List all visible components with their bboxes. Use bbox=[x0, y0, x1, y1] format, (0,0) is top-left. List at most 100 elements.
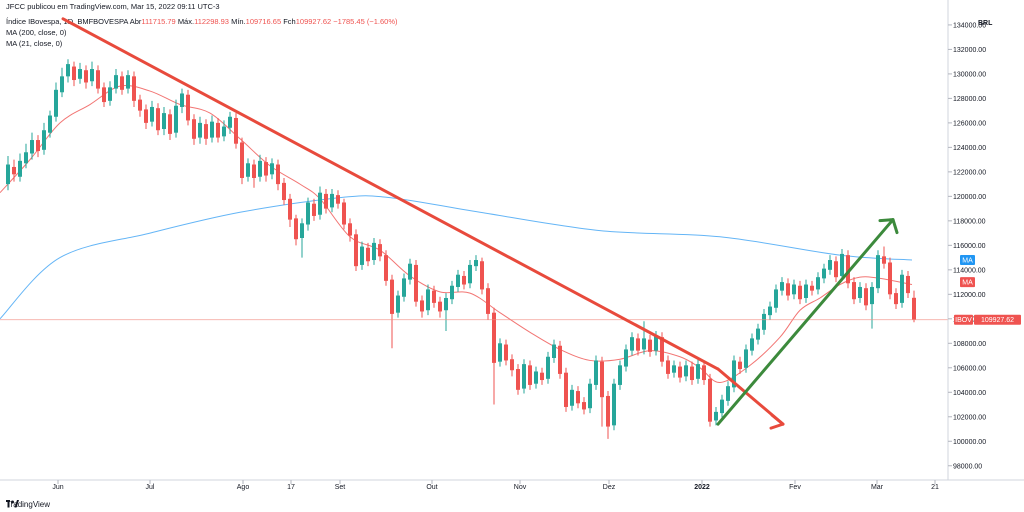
candle bbox=[882, 246, 886, 269]
candle bbox=[852, 277, 856, 305]
candle bbox=[498, 338, 502, 367]
candle bbox=[810, 280, 814, 296]
candle-body bbox=[618, 365, 622, 385]
candle bbox=[84, 65, 88, 89]
candle bbox=[804, 279, 808, 303]
candle-body bbox=[438, 301, 442, 312]
candle-body bbox=[306, 202, 310, 225]
candle bbox=[432, 285, 436, 308]
ma200-legend[interactable]: MA (200, close, 0) bbox=[6, 28, 67, 37]
candle-body bbox=[510, 359, 514, 371]
candle-body bbox=[426, 289, 430, 311]
open-label: Abr bbox=[129, 17, 142, 26]
price-tick-label: 120000.00 bbox=[953, 194, 986, 201]
candle-body bbox=[852, 282, 856, 300]
candle-body bbox=[546, 356, 550, 379]
candle bbox=[330, 189, 334, 213]
axes-layer: 98000.00 100000.00 102000.00 104000.00 10600… bbox=[0, 0, 1024, 491]
candle-body bbox=[120, 76, 124, 90]
candle-body bbox=[822, 268, 826, 279]
candle-body bbox=[66, 64, 70, 77]
trendlines-layer[interactable] bbox=[61, 17, 899, 430]
candle bbox=[906, 271, 910, 298]
candle-body bbox=[150, 106, 154, 122]
uptrend-arrow-head bbox=[878, 218, 899, 235]
candle-body bbox=[210, 121, 214, 138]
candle-body bbox=[600, 361, 604, 398]
candle bbox=[702, 360, 706, 385]
candle-body bbox=[696, 364, 700, 379]
time-tick-label: Set bbox=[335, 484, 346, 491]
candle bbox=[102, 82, 106, 107]
candle bbox=[222, 120, 226, 142]
candle bbox=[564, 367, 568, 412]
candle bbox=[462, 271, 466, 290]
candle-body bbox=[588, 383, 592, 409]
price-tick-label: 114000.00 bbox=[953, 267, 986, 274]
candle-body bbox=[174, 105, 178, 133]
candle-body bbox=[384, 255, 388, 281]
candle-body bbox=[246, 163, 250, 177]
candle-body bbox=[642, 338, 646, 350]
candle bbox=[540, 367, 544, 385]
candle bbox=[228, 111, 232, 134]
candle-body bbox=[270, 163, 274, 175]
low-value: 109716.65 bbox=[245, 17, 282, 26]
candle bbox=[534, 366, 538, 389]
candle bbox=[360, 241, 364, 270]
candle-body bbox=[72, 66, 76, 81]
candle-body bbox=[258, 160, 262, 177]
tradingview-footer[interactable]: TradingView bbox=[6, 500, 50, 509]
candle bbox=[342, 198, 346, 230]
candle-body bbox=[690, 366, 694, 381]
candle bbox=[282, 177, 286, 205]
candle bbox=[636, 333, 640, 356]
candle bbox=[234, 113, 238, 149]
candle bbox=[246, 158, 250, 182]
candle bbox=[606, 391, 610, 439]
candle-body bbox=[348, 223, 352, 236]
candle bbox=[48, 110, 52, 138]
candle-body bbox=[282, 182, 286, 201]
candle-body bbox=[414, 264, 418, 302]
candle bbox=[630, 332, 634, 356]
candle bbox=[438, 296, 442, 318]
symbol-name[interactable]: Índice IBovespa bbox=[6, 17, 60, 26]
candle-body bbox=[36, 140, 40, 152]
candle-body bbox=[678, 366, 682, 378]
candle-body bbox=[24, 152, 28, 164]
ma21-legend[interactable]: MA (21, close, 0) bbox=[6, 39, 63, 48]
candle bbox=[354, 229, 358, 272]
candle bbox=[390, 274, 394, 349]
candle-body bbox=[534, 371, 538, 384]
candle bbox=[378, 239, 382, 262]
candle bbox=[324, 189, 328, 214]
candle-body bbox=[138, 99, 142, 111]
candle bbox=[24, 143, 28, 169]
publish-info: JFCC publicou em TradingView.com, Mar 15… bbox=[6, 2, 220, 11]
candle bbox=[474, 255, 478, 272]
candle-body bbox=[762, 313, 766, 330]
price-tick-label: 132000.00 bbox=[953, 47, 986, 54]
candle-body bbox=[102, 87, 106, 103]
currency-label: BRL bbox=[978, 20, 993, 27]
candle-body bbox=[42, 130, 46, 150]
candle bbox=[846, 250, 850, 289]
candle-body bbox=[792, 284, 796, 295]
candle-body bbox=[180, 93, 184, 107]
candle-body bbox=[336, 195, 340, 204]
candle-body bbox=[114, 75, 118, 89]
candle-body bbox=[744, 349, 748, 368]
price-tick-label: 124000.00 bbox=[953, 145, 986, 152]
ma-price-tag bbox=[960, 277, 975, 288]
candle-body bbox=[444, 297, 448, 311]
candle bbox=[768, 301, 772, 321]
ma-price-tag-label: MA bbox=[962, 258, 973, 265]
candle-body bbox=[354, 234, 358, 267]
candle-body bbox=[804, 284, 808, 298]
candle-body bbox=[342, 202, 346, 225]
candle-body bbox=[318, 192, 322, 215]
candle-body bbox=[48, 115, 52, 133]
candle bbox=[36, 135, 40, 158]
